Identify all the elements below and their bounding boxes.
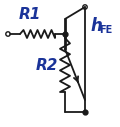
Text: R2: R2 [36,58,58,73]
Text: R1: R1 [19,7,41,22]
Text: FE: FE [99,25,112,35]
Text: h: h [90,17,102,35]
